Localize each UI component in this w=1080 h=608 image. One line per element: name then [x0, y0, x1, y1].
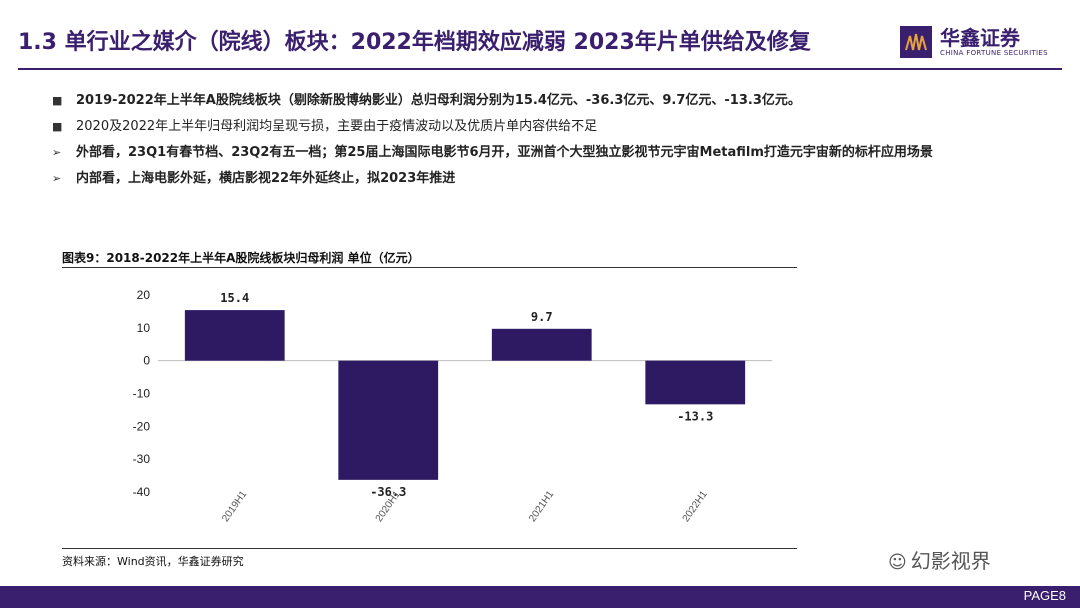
watermark: ☺ 幻影视界: [888, 545, 991, 574]
page-title: 1.3 单行业之媒介（院线）板块：2022年档期效应减弱 2023年片单供给及修…: [18, 30, 811, 55]
chart-bottom-rule: [62, 548, 797, 549]
y-tick-label: -10: [133, 387, 151, 401]
bar: [645, 360, 746, 405]
bullet-text: 2020及2022年上半年归母利润均呈现亏损，主要由于疫情波动以及优质片单内容供…: [76, 119, 598, 134]
watermark-text: 幻影视界: [910, 549, 991, 573]
y-tick-label: 10: [137, 321, 151, 335]
data-label: -36.3: [370, 485, 406, 499]
bullet-item: ■ 2019-2022年上半年A股院线板块（剔除新股博纳影业）总归母利润分别为1…: [52, 88, 1012, 114]
x-tick-label: 2022H1: [681, 489, 710, 524]
y-tick-label: -20: [133, 419, 151, 433]
data-label: -13.3: [677, 409, 713, 423]
footer-bar: PAGE8: [0, 586, 1080, 608]
wechat-icon: ☺: [888, 552, 907, 573]
arrow-bullet-icon: ➢: [52, 146, 62, 159]
page-number: PAGE8: [1023, 588, 1066, 603]
data-label: 15.4: [220, 291, 249, 305]
logo-mark-icon: [900, 26, 932, 58]
bar: [184, 310, 285, 361]
y-tick-label: 0: [143, 354, 150, 368]
bullet-item: ➢ 内部看，上海电影外延，横店影视22年外延终止，拟2023年推进: [52, 166, 1012, 192]
x-tick-label: 2019H1: [220, 489, 249, 524]
chart-title: 图表9：2018-2022年上半年A股院线板块归母利润 单位（亿元）: [62, 251, 420, 265]
bullet-text: 2019-2022年上半年A股院线板块（剔除新股博纳影业）总归母利润分别为15.…: [76, 93, 801, 108]
y-tick-label: 20: [137, 288, 151, 302]
chart-top-rule: [62, 267, 797, 268]
bullet-text: 外部看，23Q1有春节档、23Q2有五一档；第25届上海国际电影节6月开，亚洲首…: [76, 145, 933, 160]
square-bullet-icon: ■: [52, 120, 63, 133]
header-divider: [18, 68, 1062, 70]
chart-source: 资料来源：Wind资讯，华鑫证券研究: [62, 555, 244, 568]
arrow-bullet-icon: ➢: [52, 172, 62, 185]
logo-english-name: CHINA FORTUNE SECURITIES: [940, 49, 1048, 57]
bullet-list: ■ 2019-2022年上半年A股院线板块（剔除新股博纳影业）总归母利润分别为1…: [52, 88, 1012, 192]
logo-name: 华鑫证券: [940, 26, 1020, 50]
y-tick-label: -40: [133, 485, 151, 499]
bar: [491, 328, 592, 361]
bullet-text: 内部看，上海电影外延，横店影视22年外延终止，拟2023年推进: [76, 171, 456, 186]
bar: [338, 360, 439, 480]
bullet-item: ■ 2020及2022年上半年归母利润均呈现亏损，主要由于疫情波动以及优质片单内…: [52, 114, 1012, 140]
y-tick-label: -30: [133, 452, 151, 466]
square-bullet-icon: ■: [52, 94, 63, 107]
x-tick-label: 2021H1: [527, 489, 556, 524]
company-logo: 华鑫证券 CHINA FORTUNE SECURITIES: [900, 22, 1060, 62]
data-label: 9.7: [531, 310, 553, 324]
bullet-item: ➢ 外部看，23Q1有春节档、23Q2有五一档；第25届上海国际电影节6月开，亚…: [52, 140, 1012, 166]
